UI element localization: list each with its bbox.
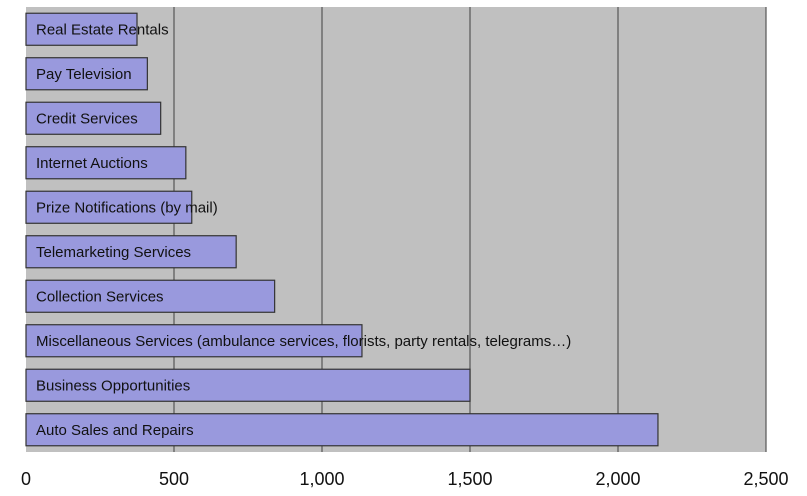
category-label: Pay Television <box>36 66 132 83</box>
bar <box>25 146 187 180</box>
category-label: Miscellaneous Services (ambulance servic… <box>36 333 571 350</box>
bar <box>25 279 276 313</box>
category-label: Credit Services <box>36 110 138 127</box>
category-label: Business Opportunities <box>36 377 190 394</box>
x-tick-label: 2,500 <box>743 469 788 489</box>
x-tick-label: 500 <box>159 469 189 489</box>
x-tick-label: 1,500 <box>447 469 492 489</box>
bar <box>25 12 138 46</box>
bar <box>25 235 237 269</box>
category-label: Real Estate Rentals <box>36 21 169 38</box>
bar <box>25 190 193 224</box>
category-label: Collection Services <box>36 288 164 305</box>
bar <box>25 324 363 358</box>
bar <box>25 368 471 402</box>
x-axis-ticks: 0 500 1,000 1,500 2,000 2,500 <box>21 469 789 489</box>
x-tick-label: 1,000 <box>299 469 344 489</box>
bar <box>25 101 162 135</box>
bars <box>25 12 659 447</box>
bar <box>25 57 148 91</box>
category-label: Telemarketing Services <box>36 244 191 261</box>
category-label: Auto Sales and Repairs <box>36 422 194 439</box>
category-label: Internet Auctions <box>36 155 148 172</box>
category-labels: Real Estate Rentals Pay Television Credit … <box>36 21 571 439</box>
category-label: Prize Notifications (by mail) <box>36 199 218 216</box>
x-tick-label: 2,000 <box>595 469 640 489</box>
x-tick-label: 0 <box>21 469 31 489</box>
bar <box>25 413 659 447</box>
